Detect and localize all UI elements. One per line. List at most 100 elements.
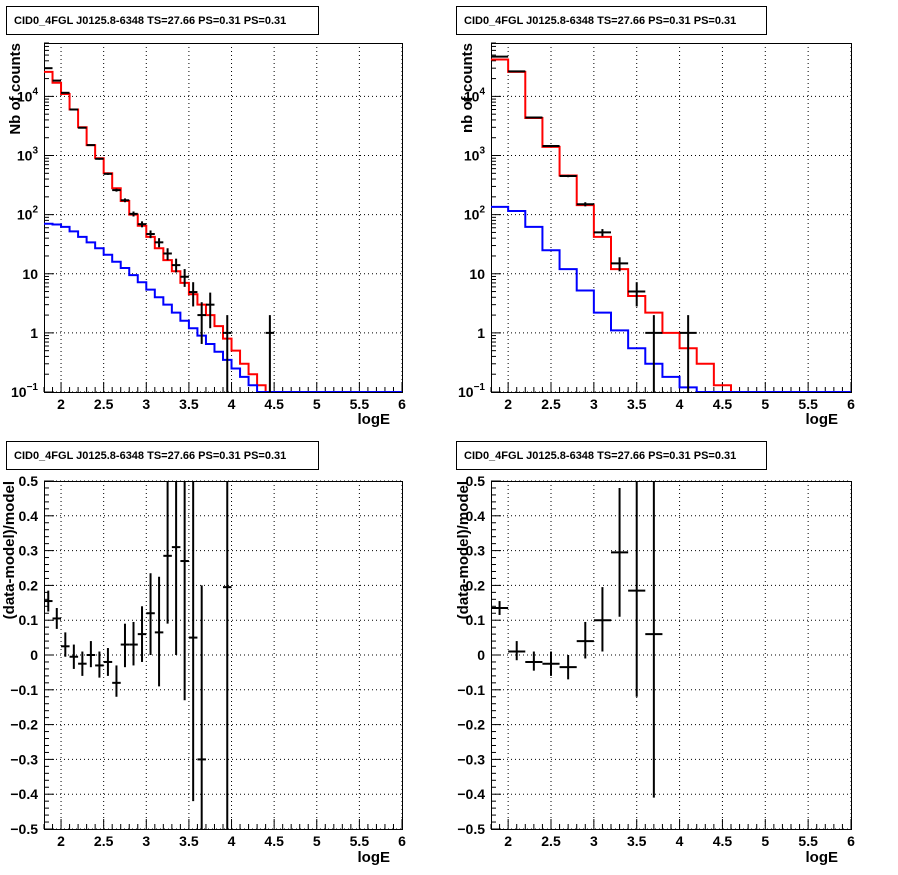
data-point	[223, 481, 232, 829]
data-point	[171, 258, 181, 273]
x-axis-label: logE	[806, 411, 839, 428]
y-tick-label: 10−1	[11, 382, 38, 400]
y-tick-exponent: 4	[32, 86, 38, 97]
data-point	[645, 315, 663, 392]
data-point	[593, 229, 611, 237]
y-tick-base: 10	[17, 148, 33, 164]
x-tick-label: 4.5	[264, 396, 284, 412]
y-tick-label: −0.1	[10, 682, 38, 698]
y-tick-label: 10	[22, 266, 38, 282]
y-tick-label: −0.3	[457, 751, 485, 767]
x-tick-label: 4.5	[264, 833, 284, 849]
data-point	[78, 126, 87, 129]
x-tick-label: 5	[313, 396, 321, 412]
title-box	[6, 441, 319, 470]
x-tick-label: 4	[676, 833, 684, 849]
data-point	[180, 481, 189, 701]
title-box	[456, 441, 767, 470]
x-tick-label: 3.5	[627, 833, 647, 849]
data-point	[137, 606, 147, 662]
data-point	[559, 655, 577, 680]
data-point	[171, 481, 181, 655]
data-point	[61, 632, 70, 657]
data-point	[205, 292, 215, 329]
data-point	[197, 302, 206, 344]
data-point	[223, 315, 232, 392]
data-point	[593, 587, 611, 652]
data-point	[112, 188, 121, 192]
y-tick-label: 103	[464, 146, 486, 164]
y-tick-base: 10	[464, 207, 480, 223]
red-model-step-line	[491, 58, 851, 392]
y-tick-label: −0.2	[10, 717, 38, 733]
y-tick-base: 10	[17, 207, 33, 223]
y-tick-label: 1	[477, 325, 485, 341]
data-point	[103, 172, 113, 175]
data-point	[265, 315, 275, 392]
data-point	[525, 651, 543, 671]
data-point	[129, 211, 138, 217]
y-tick-exponent: −1	[474, 382, 486, 393]
data-point	[120, 198, 130, 203]
chart-title: CID0_4FGL J0125.8-6348 TS=27.66 PS=0.31 …	[14, 450, 286, 462]
x-tick-label: 2.5	[94, 396, 114, 412]
data-point	[491, 601, 509, 615]
data-point	[559, 174, 577, 178]
title-box	[456, 6, 767, 35]
y-tick-label: 1	[30, 325, 38, 341]
data-point	[95, 651, 104, 678]
data-point	[679, 315, 697, 392]
chart-title: CID0_4FGL J0125.8-6348 TS=27.66 PS=0.31 …	[14, 15, 286, 27]
data-point	[611, 487, 629, 617]
x-tick-label: 6	[847, 833, 855, 849]
y-axis-label: (data-model)/model	[1, 481, 18, 619]
y-tick-base: 10	[11, 384, 27, 400]
data-point	[180, 269, 189, 287]
x-tick-label: 6	[847, 396, 855, 412]
chart-title: CID0_4FGL J0125.8-6348 TS=27.66 PS=0.31 …	[464, 450, 736, 462]
x-tick-label: 2	[504, 396, 512, 412]
plot-frame	[491, 43, 852, 393]
y-tick-exponent: 3	[479, 146, 485, 157]
y-tick-label: −0.2	[457, 717, 485, 733]
y-tick-label: −0.3	[10, 751, 38, 767]
y-tick-label: 102	[17, 205, 39, 223]
y-tick-exponent: 2	[32, 205, 38, 216]
y-tick-label: −0.5	[457, 821, 485, 837]
x-tick-label: 5	[313, 833, 321, 849]
y-tick-label: 104	[464, 86, 486, 104]
x-axis-label: logE	[806, 849, 839, 866]
y-tick-label: 104	[17, 86, 39, 104]
x-tick-label: 2	[57, 396, 65, 412]
x-tick-label: 2	[57, 833, 65, 849]
x-tick-label: 3	[142, 396, 150, 412]
y-tick-label: 0.3	[466, 543, 486, 559]
data-point	[197, 585, 206, 829]
data-point	[69, 108, 79, 111]
data-point	[628, 481, 646, 697]
chart-br: CID0_4FGL J0125.8-6348 TS=27.66 PS=0.31 …	[455, 441, 855, 866]
data-point	[188, 282, 198, 307]
data-point	[86, 641, 96, 668]
y-tick-exponent: 4	[479, 86, 485, 97]
y-tick-base: 10	[464, 148, 480, 164]
x-tick-label: 5.5	[798, 396, 818, 412]
chart-tl: CID0_4FGL J0125.8-6348 TS=27.66 PS=0.31 …	[6, 6, 406, 428]
data-point	[44, 590, 53, 612]
red-model-step-line	[44, 70, 402, 392]
y-tick-label: 0	[30, 647, 38, 663]
chart-tr: CID0_4FGL J0125.8-6348 TS=27.66 PS=0.31 …	[456, 6, 855, 428]
x-tick-label: 3	[590, 833, 598, 849]
data-point	[628, 282, 646, 307]
y-tick-base: 10	[458, 384, 474, 400]
y-tick-label: 0.1	[466, 612, 486, 628]
data-point	[69, 644, 79, 669]
x-tick-label: 5.5	[798, 833, 818, 849]
data-point	[163, 248, 172, 261]
y-tick-label: 103	[17, 146, 39, 164]
x-tick-label: 5	[761, 396, 769, 412]
data-point	[188, 481, 198, 802]
x-tick-label: 6	[398, 396, 406, 412]
y-axis-label: Nb of counts	[7, 43, 24, 135]
data-point	[542, 144, 560, 147]
